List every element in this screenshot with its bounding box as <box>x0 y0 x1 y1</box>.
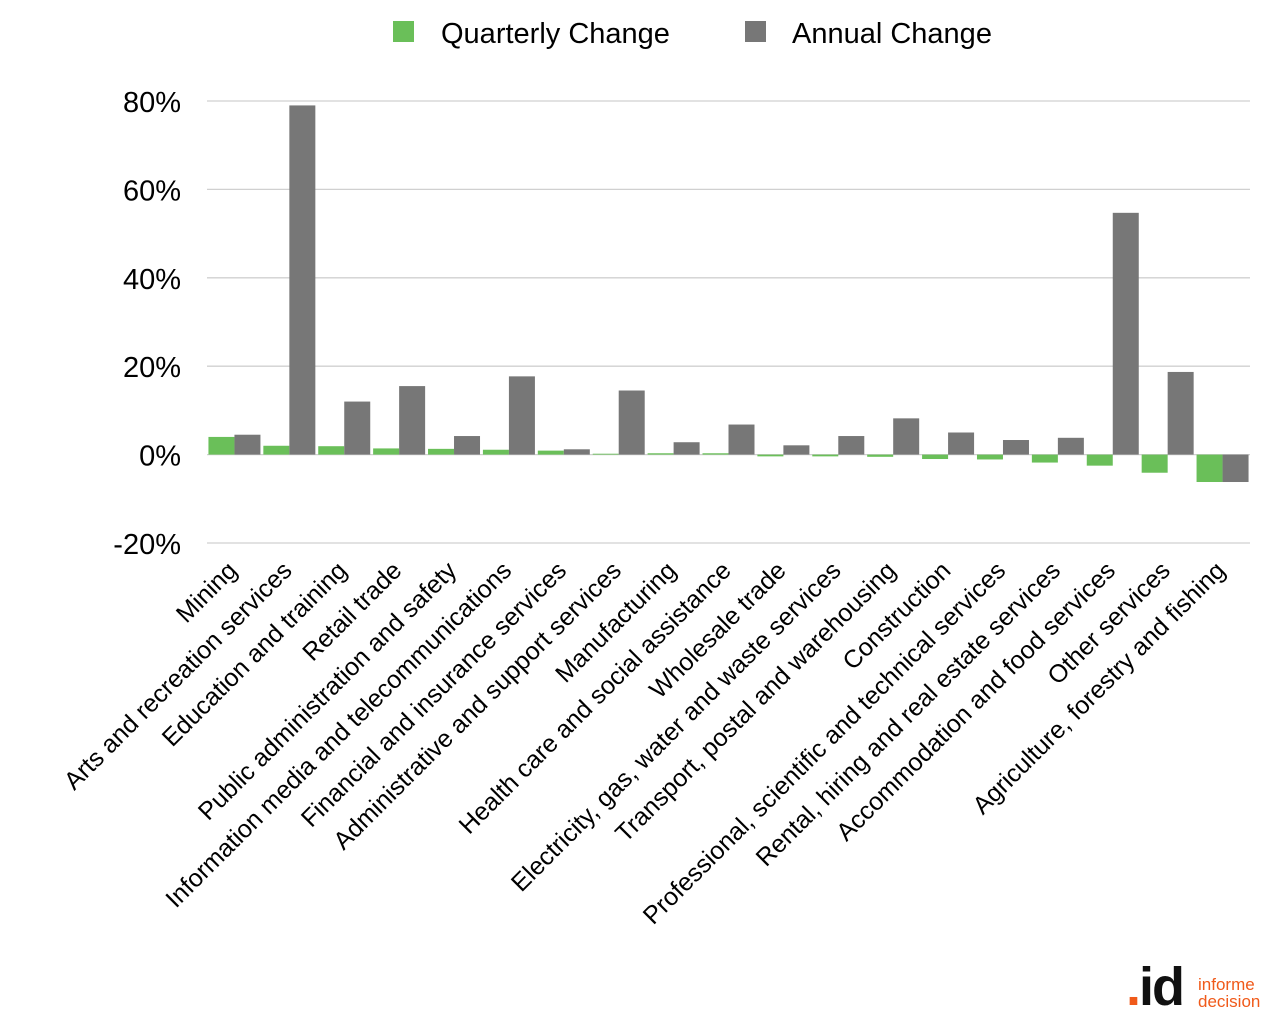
y-tick-label: 60% <box>123 175 181 207</box>
annual-change-bar <box>454 436 481 455</box>
annual-change-bar <box>1002 440 1029 455</box>
logo-text-line2: decision <box>1198 992 1261 1011</box>
quarterly-change-bar <box>208 436 235 455</box>
quarterly-change-bar <box>757 454 784 457</box>
annual-change-bar <box>344 401 371 455</box>
grid-lines <box>207 100 1250 544</box>
y-tick-label: -20% <box>113 529 181 561</box>
annual-change-bar <box>673 442 700 455</box>
legend-label: Quarterly Change <box>441 18 670 50</box>
y-tick-label: 80% <box>123 87 181 119</box>
quarterly-change-bar <box>373 448 400 455</box>
annual-change-bar <box>893 418 920 455</box>
logo-mark-text: id <box>1139 957 1185 1017</box>
annual-change-bar <box>728 424 755 455</box>
annual-change-bar <box>1057 437 1084 455</box>
annual-change-bar <box>234 434 261 455</box>
quarterly-change-bar <box>592 453 619 455</box>
quarterly-change-bar <box>702 453 729 455</box>
bars <box>208 105 1249 483</box>
informe-decision-logo: .id informe decision <box>1126 960 1268 1014</box>
legend-swatch <box>393 21 414 42</box>
y-tick-label: 0% <box>139 441 181 473</box>
annual-change-bar <box>1167 371 1194 455</box>
logo-mark: .id <box>1126 957 1185 1017</box>
annual-change-bar <box>563 449 590 455</box>
annual-change-bar <box>838 436 865 455</box>
quarterly-change-bar <box>1031 454 1058 463</box>
annual-change-bar <box>399 386 426 455</box>
y-tick-label: 20% <box>123 352 181 384</box>
quarterly-change-bar <box>867 454 894 457</box>
annual-change-bar <box>289 105 316 455</box>
quarterly-change-bar <box>976 454 1003 460</box>
legend-swatch <box>745 21 766 42</box>
quarterly-change-bar <box>1141 454 1168 473</box>
quarterly-change-bar <box>263 445 290 455</box>
quarterly-change-bar <box>647 453 674 455</box>
quarterly-change-bar <box>812 454 839 457</box>
annual-change-bar <box>618 390 645 455</box>
quarterly-change-bar <box>1196 454 1223 483</box>
y-tick-label: 40% <box>123 264 181 296</box>
annual-change-bar <box>1222 454 1249 483</box>
quarterly-change-bar <box>428 448 455 455</box>
quarterly-change-bar <box>1086 454 1113 466</box>
logo-text-line1: informe <box>1198 975 1255 994</box>
quarterly-change-bar <box>482 449 509 455</box>
quarterly-change-bar <box>922 454 949 460</box>
annual-change-bar <box>508 376 535 455</box>
logo-text: informe decision <box>1198 976 1260 1010</box>
annual-change-bar <box>783 445 810 455</box>
quarterly-change-bar <box>318 446 345 455</box>
legend: Quarterly Change Annual Change <box>393 18 992 50</box>
annual-change-bar <box>1112 212 1139 455</box>
legend-label: Annual Change <box>792 18 992 50</box>
annual-change-bar <box>948 432 975 455</box>
logo-dot: . <box>1126 957 1141 1017</box>
quarterly-change-bar <box>537 450 564 455</box>
y-axis: -20% 0% 20% 40% 60% 80% <box>113 87 181 561</box>
